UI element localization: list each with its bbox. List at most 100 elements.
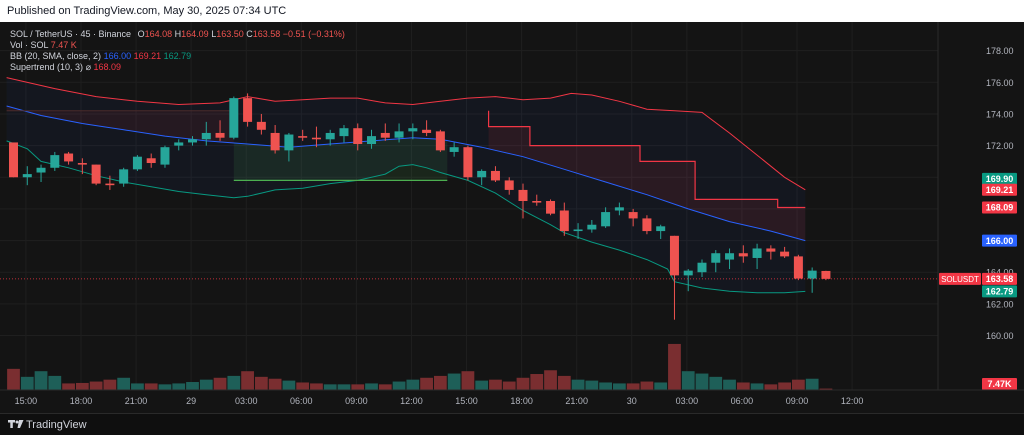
price-tag xyxy=(982,234,1017,247)
price-tag-label: 169.90 xyxy=(986,174,1014,184)
volume-bar xyxy=(213,377,227,390)
tradingview-logo-icon xyxy=(8,420,24,428)
legend-supertrend-label[interactable]: Supertrend (10, 3) xyxy=(10,62,84,72)
volume-bar xyxy=(103,379,117,390)
legend-symbol[interactable]: SOL / TetherUS · 45 · Binance xyxy=(10,29,132,39)
volume-bar xyxy=(819,388,833,390)
candle-body xyxy=(243,98,253,122)
legend-supertrend-value: 168.09 xyxy=(93,62,122,72)
time-tick-label: 30 xyxy=(627,396,637,406)
footer-bar: TradingView xyxy=(0,413,1024,435)
legend-low: 163.50 xyxy=(216,29,244,39)
legend-volume-label[interactable]: Vol · SOL xyxy=(10,40,49,50)
legend-low-label: L xyxy=(211,29,217,39)
publish-header: Published on TradingView.com, May 30, 20… xyxy=(0,0,1024,22)
symbol-price-tag-label: SOLUSDT xyxy=(941,275,979,284)
bb-upper-line xyxy=(6,77,806,191)
volume-bar xyxy=(447,373,461,390)
candle-body xyxy=(490,170,500,181)
time-tick-label: 29 xyxy=(186,396,196,406)
candle-body xyxy=(738,253,748,257)
candle-body xyxy=(449,147,459,152)
candle-body xyxy=(697,262,707,273)
time-tick-label: 15:00 xyxy=(455,396,478,406)
time-tick-label: 03:00 xyxy=(676,396,699,406)
volume-bar xyxy=(599,382,612,390)
volume-bar xyxy=(406,379,420,390)
candle-body xyxy=(270,132,280,151)
volume-bar xyxy=(158,384,172,390)
candle-body xyxy=(9,142,18,178)
volume-bar xyxy=(516,377,530,390)
time-tick-label: 12:00 xyxy=(400,396,423,406)
legend-change: −0.51 (−0.31%) xyxy=(282,29,345,39)
time-tick-label: 12:00 xyxy=(841,396,864,406)
candle-body xyxy=(367,136,377,145)
legend-symbol-row: SOL / TetherUS · 45 · Binance O164.08 H1… xyxy=(10,29,345,40)
publish-info: Published on TradingView.com, May 30, 20… xyxy=(7,5,287,17)
volume-bar xyxy=(172,383,186,390)
price-tick-label: 174.00 xyxy=(986,109,1014,119)
chart-area[interactable] xyxy=(0,22,1024,413)
candle-body xyxy=(766,248,776,252)
candle-body xyxy=(215,132,225,138)
candle-body xyxy=(628,212,638,219)
legend-open-label: O xyxy=(137,29,145,39)
candle-body xyxy=(408,128,418,132)
candle-body xyxy=(22,174,32,178)
legend-bb-label[interactable]: BB (20, SMA, close, 2) xyxy=(10,51,102,61)
candle-body xyxy=(146,158,156,164)
candle-body xyxy=(725,253,735,260)
candle-body xyxy=(105,183,115,186)
volume-bar xyxy=(75,382,89,390)
time-tick-label: 21:00 xyxy=(125,396,148,406)
symbol-price-tag xyxy=(939,272,981,285)
candle-body xyxy=(463,147,473,178)
time-tick-label: 06:00 xyxy=(290,396,313,406)
volume-bar xyxy=(668,343,681,390)
candle-body xyxy=(353,128,363,145)
price-tag xyxy=(982,285,1017,298)
candle-body xyxy=(752,248,762,258)
legend-supertrend-symbol: ⌀ xyxy=(85,62,91,72)
candle-body xyxy=(36,167,46,173)
candle-body xyxy=(174,142,184,146)
price-tick-label: 162.00 xyxy=(986,299,1014,309)
candle-body xyxy=(64,153,74,162)
volume-tag-label: 7.47K xyxy=(987,379,1012,389)
brand-name: TradingView xyxy=(26,419,87,431)
volume-bar xyxy=(337,384,351,390)
candle-body xyxy=(601,212,611,227)
legend-supertrend-row: Supertrend (10, 3) ⌀ 168.09 xyxy=(10,62,345,73)
candle-body xyxy=(132,156,142,170)
legend-bb-upper: 169.21 xyxy=(133,51,162,61)
volume-bar xyxy=(585,380,599,390)
candle-body xyxy=(656,226,666,232)
volume-bar xyxy=(392,381,406,390)
volume-bar xyxy=(654,382,668,390)
volume-bar xyxy=(723,379,736,390)
candle-body xyxy=(380,132,390,138)
candle-body xyxy=(587,224,597,230)
volume-bar xyxy=(544,370,557,390)
time-tick-label: 09:00 xyxy=(786,396,809,406)
volume-bar xyxy=(433,375,447,390)
candle-body xyxy=(669,235,679,276)
candle-body xyxy=(559,210,569,232)
bb-lower-line xyxy=(6,140,806,294)
volume-bar xyxy=(612,383,626,390)
volume-bar xyxy=(778,382,792,390)
volume-bar xyxy=(34,371,48,390)
volume-bar xyxy=(461,371,475,390)
legend-high: 164.09 xyxy=(181,29,209,39)
legend-bb-row: BB (20, SMA, close, 2) 166.00 169.21 162… xyxy=(10,51,345,62)
volume-bar xyxy=(7,368,20,390)
time-tick-label: 18:00 xyxy=(70,396,93,406)
time-tick-label: 15:00 xyxy=(15,396,38,406)
volume-bar xyxy=(131,383,144,390)
candle-body xyxy=(477,170,487,178)
volume-bar xyxy=(640,381,654,390)
price-chart[interactable]: 178.00176.00174.00172.00170.00168.00166.… xyxy=(0,0,1024,413)
legend-close-label: C xyxy=(246,29,253,39)
volume-bar xyxy=(310,383,323,390)
